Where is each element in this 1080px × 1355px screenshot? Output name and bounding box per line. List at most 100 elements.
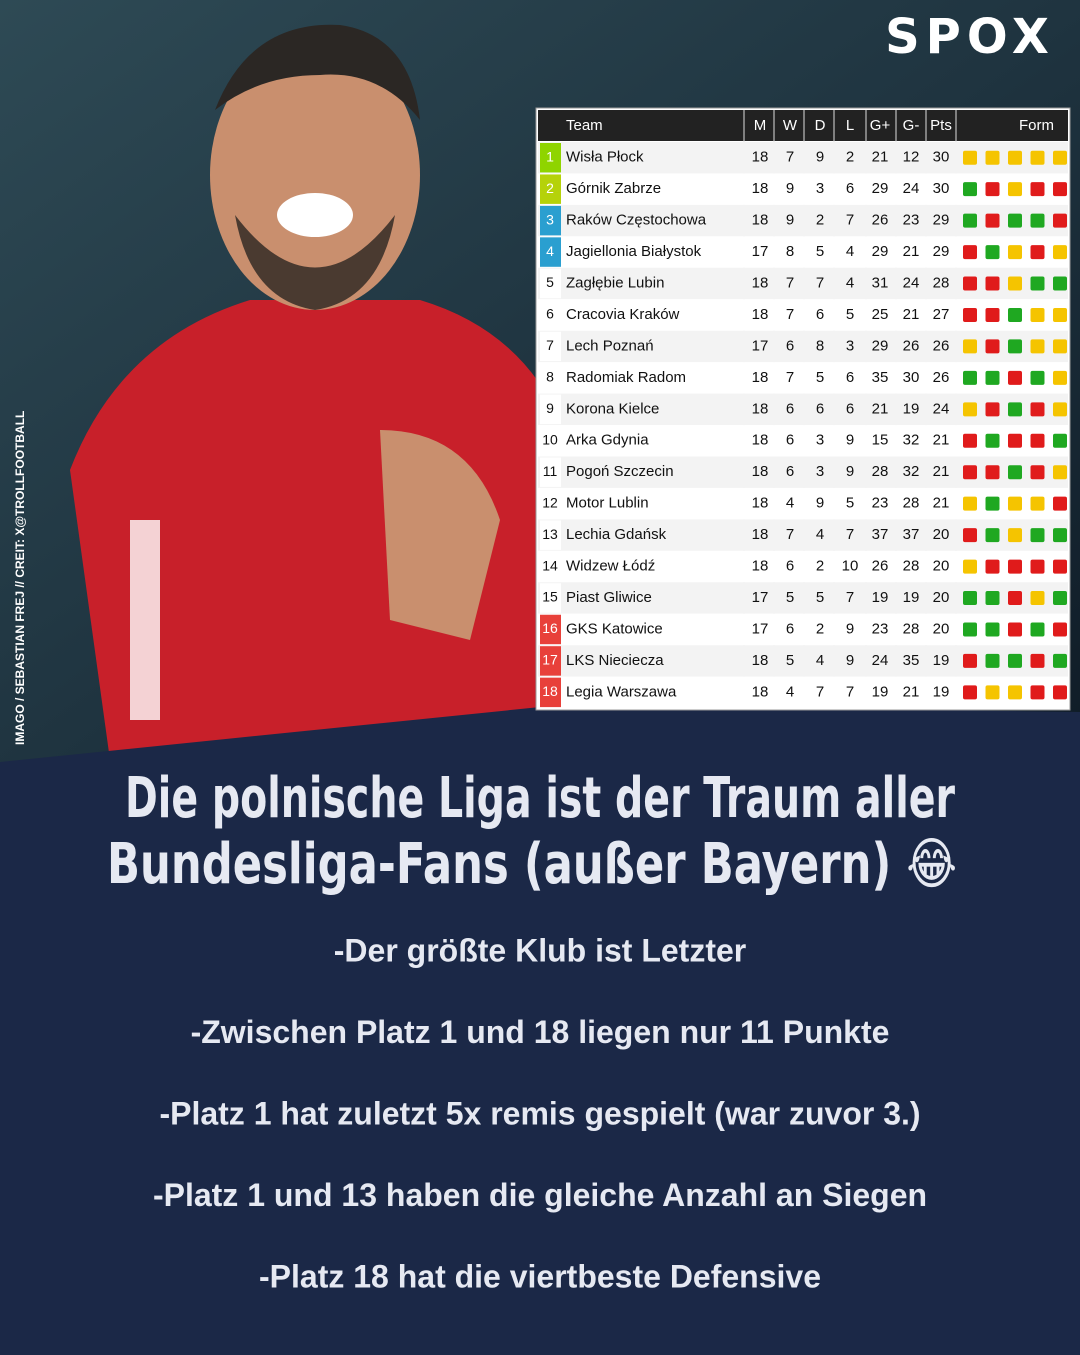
- form-indicator: [963, 559, 977, 574]
- stat-cell: 20: [933, 589, 950, 606]
- stat-cell: 19: [933, 652, 950, 669]
- form-indicator: [1030, 276, 1045, 291]
- form-indicator: [1008, 150, 1022, 165]
- stat-cell: 21: [903, 243, 920, 260]
- stat-cell: 3: [816, 432, 824, 449]
- rank: 3: [546, 211, 554, 227]
- form-indicator: [1008, 465, 1022, 480]
- rank-badge: [540, 551, 561, 582]
- stat-cell: 18: [752, 652, 769, 669]
- stat-cell: 19: [903, 589, 920, 606]
- stat-cell: 6: [786, 463, 794, 480]
- stat-cell: 17: [752, 337, 769, 354]
- form-indicator: [1030, 182, 1045, 197]
- headline: Bundesliga-Fans (außer Bayern) 😂: [107, 832, 957, 897]
- stat-cell: 5: [816, 369, 824, 386]
- form-indicator: [963, 150, 977, 165]
- stat-cell: 23: [872, 495, 889, 512]
- stat-cell: 6: [846, 400, 854, 417]
- stat-cell: 7: [786, 149, 794, 166]
- form-indicator: [1008, 402, 1022, 417]
- form-indicator: [963, 528, 977, 543]
- table-row: [538, 299, 1068, 331]
- stat-cell: 6: [786, 558, 794, 575]
- form-indicator: [963, 370, 977, 385]
- stat-cell: 32: [903, 432, 920, 449]
- form-indicator: [985, 150, 1000, 165]
- form-indicator: [985, 591, 1000, 606]
- rank-badge: [540, 143, 561, 173]
- rank: 18: [542, 683, 558, 699]
- rank-badge: [540, 394, 561, 425]
- form-indicator: [1008, 496, 1022, 511]
- stat-cell: 18: [752, 369, 769, 386]
- form-indicator: [985, 685, 1000, 700]
- team-name: Radomiak Radom: [566, 369, 686, 386]
- rank: 7: [546, 337, 554, 353]
- stat-cell: 4: [816, 652, 824, 669]
- stat-cell: 18: [752, 432, 769, 449]
- stat-cell: 28: [903, 495, 920, 512]
- form-indicator: [985, 182, 1000, 197]
- stat-cell: 20: [933, 526, 950, 543]
- stat-cell: 21: [903, 306, 920, 323]
- form-indicator: [985, 339, 1000, 354]
- stat-cell: 18: [752, 526, 769, 543]
- rank: 16: [542, 620, 558, 636]
- stat-cell: 5: [816, 589, 824, 606]
- form-indicator: [963, 685, 977, 700]
- stat-cell: 15: [872, 432, 889, 449]
- form-indicator: [985, 245, 1000, 260]
- form-indicator: [1030, 433, 1045, 448]
- stat-cell: 2: [846, 149, 854, 166]
- form-indicator: [963, 339, 977, 354]
- stat-cell: 18: [752, 495, 769, 512]
- stat-cell: 18: [752, 683, 769, 700]
- stat-cell: 9: [816, 149, 824, 166]
- team-name: Lechia Gdańsk: [566, 526, 667, 543]
- rank-badge: [540, 237, 561, 267]
- table-row: [538, 267, 1068, 300]
- rank-badge: [540, 614, 561, 645]
- stat-cell: 6: [786, 337, 794, 354]
- stat-cell: 26: [933, 337, 950, 354]
- stat-cell: 4: [786, 495, 794, 512]
- team-name: Pogoń Szczecin: [566, 463, 674, 480]
- stat-cell: 25: [872, 306, 889, 323]
- rank: 1: [546, 148, 554, 164]
- stat-cell: 3: [846, 337, 854, 354]
- form-indicator: [1053, 685, 1067, 700]
- stat-cell: 7: [786, 369, 794, 386]
- team-name: Jagiellonia Białystok: [566, 243, 702, 260]
- bullet-point: -Zwischen Platz 1 und 18 liegen nur 11 P…: [191, 1014, 890, 1050]
- table-row: [538, 519, 1068, 551]
- form-indicator: [1053, 496, 1067, 511]
- rank-badge: [540, 300, 561, 330]
- rank-badge: [540, 426, 561, 456]
- stat-cell: 6: [786, 432, 794, 449]
- stat-cell: 29: [872, 180, 889, 197]
- rank: 9: [546, 400, 554, 416]
- stat-cell: 6: [786, 400, 794, 417]
- stat-cell: 24: [933, 400, 950, 417]
- form-indicator: [963, 433, 977, 448]
- stat-cell: 5: [846, 306, 854, 323]
- team-name: Legia Warszawa: [566, 683, 677, 700]
- stat-cell: 21: [872, 149, 889, 166]
- rank-badge: [540, 646, 561, 676]
- form-indicator: [1053, 653, 1067, 668]
- stat-cell: 7: [786, 526, 794, 543]
- stat-cell: 5: [846, 495, 854, 512]
- stat-cell: 37: [903, 526, 920, 543]
- stat-cell: 21: [903, 683, 920, 700]
- form-indicator: [1008, 622, 1022, 637]
- stat-cell: 23: [903, 212, 920, 229]
- stat-cell: 7: [816, 683, 824, 700]
- stat-cell: 26: [872, 558, 889, 575]
- form-indicator: [1008, 433, 1022, 448]
- form-indicator: [1030, 150, 1045, 165]
- form-indicator: [1008, 307, 1022, 322]
- text-panel: [0, 705, 1080, 1350]
- table-row: [538, 236, 1068, 268]
